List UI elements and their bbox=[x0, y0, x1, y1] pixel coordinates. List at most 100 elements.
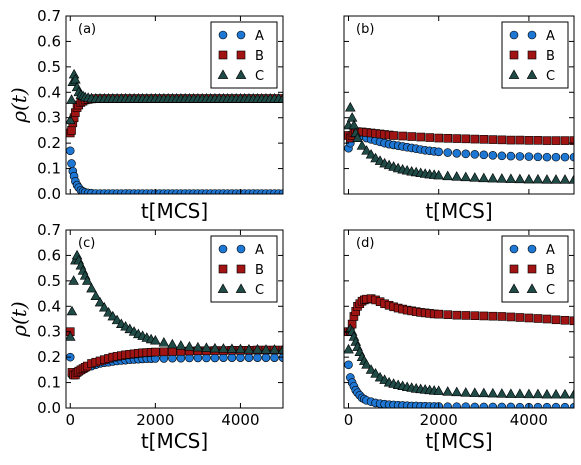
data-point-A bbox=[506, 151, 516, 161]
data-point-C bbox=[451, 386, 463, 397]
data-point-A bbox=[569, 152, 574, 162]
data-point-C bbox=[433, 169, 445, 180]
y-axis-label: ρ(t) bbox=[7, 87, 31, 123]
data-point-C bbox=[86, 282, 97, 293]
data-point-B bbox=[524, 136, 534, 145]
data-point-B bbox=[151, 347, 160, 357]
legend-marker-C bbox=[235, 283, 247, 293]
legend-label-B: B bbox=[255, 263, 264, 278]
data-point-B bbox=[434, 133, 444, 143]
data-point-A bbox=[434, 147, 444, 157]
data-point-B bbox=[506, 135, 516, 145]
data-point-C bbox=[505, 173, 517, 183]
legend-marker-C bbox=[508, 283, 520, 293]
data-point-A bbox=[515, 402, 525, 408]
legend-marker-C bbox=[217, 283, 229, 293]
data-point-A bbox=[542, 152, 552, 162]
legend-label-A: A bbox=[255, 243, 264, 258]
legend-marker-B bbox=[236, 264, 246, 274]
data-point-A bbox=[497, 151, 507, 161]
data-point-C bbox=[568, 388, 574, 399]
data-point-C bbox=[107, 310, 119, 321]
data-point-B bbox=[497, 312, 507, 321]
data-point-C bbox=[478, 172, 490, 183]
data-point-C bbox=[532, 173, 544, 184]
data-point-C bbox=[496, 173, 508, 183]
data-point-C bbox=[252, 343, 263, 354]
data-point-C bbox=[523, 173, 535, 184]
data-point-C bbox=[66, 94, 77, 104]
y-axis-label: ρ(t) bbox=[7, 301, 31, 337]
y-tick-label: 0.0 bbox=[37, 399, 61, 417]
legend-marker-B bbox=[509, 264, 519, 274]
data-point-C bbox=[277, 93, 283, 103]
data-point-C bbox=[433, 385, 445, 395]
legend-marker-A bbox=[527, 30, 537, 40]
data-point-C bbox=[361, 359, 372, 369]
data-point-B bbox=[488, 135, 498, 144]
series-C bbox=[344, 323, 574, 399]
data-point-A bbox=[270, 353, 279, 362]
data-point-C bbox=[175, 340, 187, 350]
legend-marker-B bbox=[218, 50, 228, 60]
legend-marker-A bbox=[527, 244, 537, 254]
plot-frame bbox=[65, 229, 284, 409]
legend: ABC bbox=[501, 235, 569, 303]
data-point-A bbox=[470, 402, 480, 408]
data-point-C bbox=[235, 343, 246, 354]
data-point-C bbox=[243, 343, 255, 354]
x-tick-label: 2000 bbox=[420, 411, 458, 429]
data-point-B bbox=[524, 313, 534, 323]
legend-label-C: C bbox=[255, 283, 264, 298]
data-point-B bbox=[389, 131, 398, 140]
data-point-A bbox=[488, 151, 498, 160]
data-point-B bbox=[551, 315, 561, 325]
data-point-B bbox=[479, 135, 489, 144]
panel-c: 0.0 0.1 0.2 0.3 0.4 0.5 0.6 0.7 0 2000 4000 t[MCS] ρ… bbox=[7, 221, 284, 453]
legend-marker-B bbox=[509, 50, 519, 60]
data-point-B bbox=[443, 134, 453, 143]
data-point-C bbox=[451, 171, 463, 181]
data-point-A bbox=[66, 146, 75, 156]
legend-label-B: B bbox=[546, 49, 555, 64]
series-C bbox=[66, 68, 283, 125]
data-point-A bbox=[443, 148, 453, 157]
legend: ABC bbox=[501, 21, 569, 89]
data-point-C bbox=[514, 173, 526, 184]
plot-frame bbox=[65, 15, 284, 195]
data-point-C bbox=[66, 305, 78, 316]
data-point-C bbox=[209, 342, 221, 353]
data-point-B bbox=[159, 347, 169, 357]
y-tick-label: 0.2 bbox=[37, 348, 61, 366]
panel-a: 0.0 0.1 0.2 0.3 0.4 0.5 0.6 0.7 t[MCS] ρ(t) (a) ABC bbox=[7, 7, 284, 223]
data-point-C bbox=[71, 249, 83, 260]
legend-marker-C bbox=[526, 283, 538, 293]
legend-label-A: A bbox=[546, 29, 555, 44]
legend: ABC bbox=[210, 21, 278, 89]
data-point-C bbox=[460, 171, 472, 182]
data-point-A bbox=[227, 353, 237, 362]
data-point-C bbox=[442, 170, 454, 181]
data-point-A bbox=[524, 152, 534, 161]
data-point-C bbox=[559, 174, 571, 184]
data-point-A bbox=[470, 150, 480, 159]
data-point-A bbox=[497, 402, 507, 408]
series-A bbox=[344, 360, 574, 408]
data-point-C bbox=[469, 172, 481, 182]
data-point-C bbox=[66, 331, 76, 341]
legend-marker-A bbox=[509, 30, 519, 40]
data-point-B bbox=[515, 313, 525, 322]
data-point-B bbox=[398, 131, 407, 141]
data-point-C bbox=[523, 388, 535, 399]
data-point-A bbox=[461, 402, 471, 408]
data-point-B bbox=[560, 315, 570, 325]
y-tick-label: 0.5 bbox=[37, 272, 61, 290]
data-point-B bbox=[67, 126, 76, 135]
data-point-C bbox=[505, 388, 517, 398]
data-point-B bbox=[443, 310, 453, 319]
data-point-C bbox=[487, 387, 499, 398]
data-point-C bbox=[344, 343, 354, 354]
data-point-C bbox=[111, 314, 123, 325]
data-points bbox=[66, 68, 283, 194]
series-B bbox=[344, 294, 574, 337]
